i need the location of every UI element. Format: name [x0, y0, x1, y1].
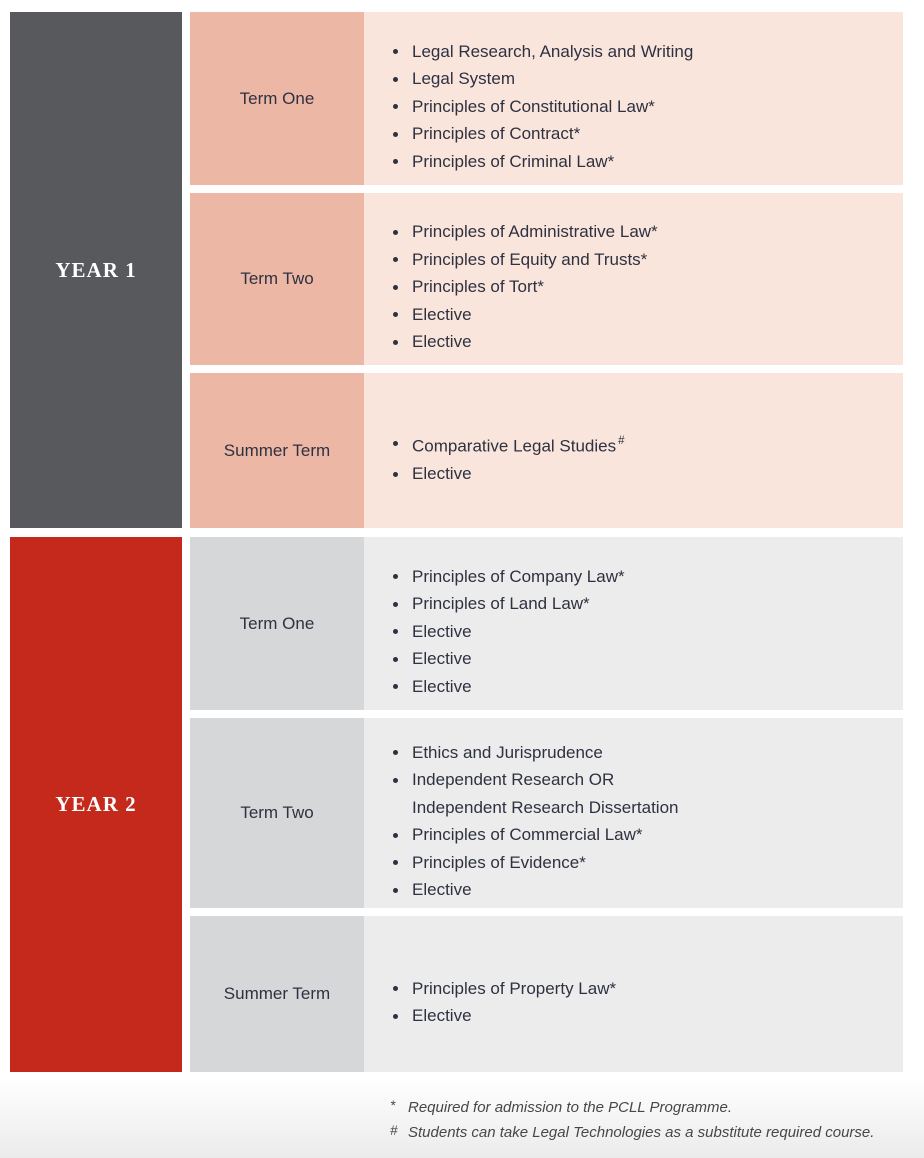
course-list: Principles of Property Law* Elective [390, 975, 893, 1030]
course-list: Principles of Administrative Law* Princip… [390, 218, 893, 356]
term-name-label: Term One [190, 12, 364, 185]
course-list: Legal Research, Analysis and Writing Lega… [390, 38, 893, 176]
course-cell: Comparative Legal Studies # Elective [364, 373, 903, 528]
course-list: Principles of Company Law* Principles of … [390, 563, 893, 701]
course-item: Elective [390, 645, 893, 673]
course-item: Principles of Tort* [390, 273, 893, 301]
course-item: Elective [390, 460, 893, 488]
term-name-label: Term Two [190, 718, 364, 908]
footnote-marker: * [390, 1098, 396, 1113]
year-section-1: YEAR 1 Term One Legal Research, Analysis a… [10, 12, 903, 528]
course-item: Legal Research, Analysis and Writing [390, 38, 893, 66]
course-item: Principles of Property Law* [390, 975, 893, 1003]
footnote-line: # Students can take Legal Technologies as… [390, 1121, 903, 1146]
term-row: Summer Term Comparative Legal Studies # Ele… [190, 373, 903, 528]
term-name-label: Term One [190, 537, 364, 710]
course-item: Elective [390, 1002, 893, 1030]
course-item: Principles of Evidence* [390, 849, 893, 877]
course-item: Ethics and Jurisprudence [390, 739, 893, 767]
footnote-line: * Required for admission to the PCLL Prog… [390, 1096, 903, 1121]
course-cell: Principles of Administrative Law* Princip… [364, 193, 903, 365]
term-name-label: Summer Term [190, 916, 364, 1072]
course-list: Comparative Legal Studies # Elective [390, 429, 893, 488]
course-item: Legal System [390, 65, 893, 93]
term-name-label: Term Two [190, 193, 364, 365]
course-item: Principles of Criminal Law* [390, 148, 893, 176]
course-cell: Principles of Company Law* Principles of … [364, 537, 903, 710]
course-item: Elective [390, 673, 893, 701]
year-label: YEAR 1 [10, 12, 182, 528]
course-cell: Legal Research, Analysis and Writing Lega… [364, 12, 903, 185]
course-list: Ethics and Jurisprudence Independent Rese… [390, 739, 893, 904]
footnote-text: Required for admission to the PCLL Progr… [408, 1099, 733, 1116]
terms-column: Term One Legal Research, Analysis and Wri… [190, 12, 903, 528]
course-item: Principles of Contract* [390, 120, 893, 148]
course-cell: Principles of Property Law* Elective [364, 916, 903, 1072]
course-item: Independent Research OR Independent Rese… [390, 766, 893, 821]
curriculum-table: YEAR 1 Term One Legal Research, Analysis a… [10, 12, 903, 1072]
course-item: Principles of Land Law* [390, 590, 893, 618]
course-item: Elective [390, 328, 893, 356]
term-row: Summer Term Principles of Property Law* El… [190, 916, 903, 1072]
course-cell: Ethics and Jurisprudence Independent Rese… [364, 718, 903, 908]
terms-column: Term One Principles of Company Law* Princi… [190, 537, 903, 1072]
course-item: Comparative Legal Studies # [390, 429, 893, 460]
term-row: Term One Principles of Company Law* Princi… [190, 537, 903, 710]
year-label: YEAR 2 [10, 537, 182, 1072]
term-name-label: Summer Term [190, 373, 364, 528]
course-item: Principles of Equity and Trusts* [390, 246, 893, 274]
term-row: Term Two Principles of Administrative Law… [190, 193, 903, 365]
course-item: Principles of Administrative Law* [390, 218, 893, 246]
term-row: Term One Legal Research, Analysis and Wri… [190, 12, 903, 185]
footnote-ref-hash: # [618, 435, 625, 448]
year-section-2: YEAR 2 Term One Principles of Company Law*… [10, 537, 903, 1072]
footnote-marker: # [390, 1122, 398, 1138]
course-item: Principles of Company Law* [390, 563, 893, 591]
course-item: Elective [390, 618, 893, 646]
course-item: Elective [390, 876, 893, 904]
term-row: Term Two Ethics and Jurisprudence Independ… [190, 718, 903, 908]
course-item: Principles of Commercial Law* [390, 821, 893, 849]
course-item: Elective [390, 301, 893, 329]
footnotes: * Required for admission to the PCLL Prog… [390, 1096, 903, 1145]
course-item: Principles of Constitutional Law* [390, 93, 893, 121]
footnote-text: Students can take Legal Technologies as … [408, 1123, 875, 1141]
